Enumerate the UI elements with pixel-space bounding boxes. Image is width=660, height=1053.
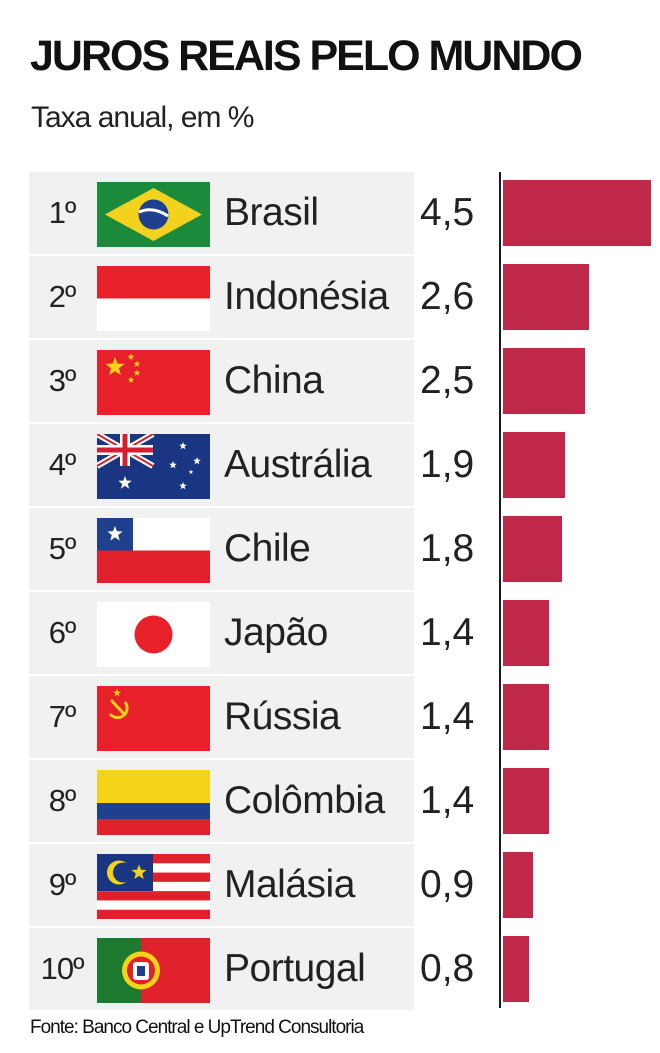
row-divider xyxy=(29,842,500,844)
data-label: 0,9 xyxy=(414,844,500,926)
row-background xyxy=(29,760,414,842)
table-row: 9º Malásia 0,9 xyxy=(29,844,651,928)
data-label: 1,4 xyxy=(414,760,500,842)
colombia-flag-icon xyxy=(97,770,210,835)
data-label: 1,4 xyxy=(414,592,500,674)
bar xyxy=(503,684,550,750)
table-row: 7º Rússia 1,4 xyxy=(29,676,651,760)
row-divider xyxy=(29,338,500,340)
rank-label: 1º xyxy=(48,195,77,230)
bar xyxy=(503,852,533,918)
row-background xyxy=(29,340,414,422)
bar xyxy=(503,516,563,582)
country-label: Indonésia xyxy=(224,275,389,318)
country-label: Malásia xyxy=(224,863,355,906)
rank-label: 9º xyxy=(48,867,77,902)
row-divider xyxy=(29,506,500,508)
table-row: 8º Colômbia 1,4 xyxy=(29,760,651,844)
indonesia-flag-icon xyxy=(97,266,210,331)
data-label: 2,5 xyxy=(414,340,500,422)
table-row: 6º Japão 1,4 xyxy=(29,592,651,676)
row-divider xyxy=(29,926,500,928)
row-background xyxy=(29,928,414,1010)
row-background xyxy=(29,844,414,926)
row-background xyxy=(29,424,414,506)
data-label: 2,6 xyxy=(414,256,500,338)
table-row: 5º Chile 1,8 xyxy=(29,508,651,592)
rank-label: 3º xyxy=(48,363,77,398)
row-background xyxy=(29,592,414,674)
data-label: 0,8 xyxy=(414,928,500,1010)
chile-flag-icon xyxy=(97,518,210,583)
table-row: 2º Indonésia 2,6 xyxy=(29,256,651,340)
bar xyxy=(503,348,586,414)
row-background xyxy=(29,256,414,338)
rank-label: 7º xyxy=(48,699,77,734)
rank-label: 4º xyxy=(48,447,77,482)
australia-flag-icon xyxy=(97,434,210,499)
rank-label: 2º xyxy=(48,279,77,314)
chart-title: JUROS REAIS PELO MUNDO xyxy=(30,32,583,80)
rank-label: 6º xyxy=(48,615,77,650)
rank-label: 10º xyxy=(40,951,85,986)
country-label: Austrália xyxy=(224,443,372,486)
portugal-flag-icon xyxy=(97,938,210,1003)
bar xyxy=(503,768,550,834)
row-divider xyxy=(29,422,500,424)
bar xyxy=(503,264,589,330)
china-flag-icon xyxy=(97,350,210,415)
bar-baseline xyxy=(499,172,501,1008)
country-label: China xyxy=(224,359,324,402)
table-row: 3º China 2,5 xyxy=(29,340,651,424)
rank-label: 8º xyxy=(48,783,77,818)
bar xyxy=(503,432,566,498)
chart-subtitle: Taxa anual, em % xyxy=(31,101,254,134)
bar xyxy=(503,600,550,666)
malaysia-flag-icon xyxy=(97,854,210,919)
row-divider xyxy=(29,1010,500,1012)
country-label: Rússia xyxy=(224,695,341,738)
table-row: 1º Brasil 4,5 xyxy=(29,172,651,256)
row-background xyxy=(29,676,414,758)
row-background xyxy=(29,508,414,590)
row-background xyxy=(29,172,414,254)
ranking-table: 1º Brasil 4,5 2º Indonésia 2,6 3º China 2,5 4º Aus… xyxy=(29,172,651,1012)
japan-flag-icon xyxy=(97,602,210,667)
country-label: Brasil xyxy=(224,191,319,234)
data-label: 1,9 xyxy=(414,424,500,506)
table-row: 10º Portugal 0,8 xyxy=(29,928,651,1012)
bar xyxy=(503,936,530,1002)
brazil-flag-icon xyxy=(97,182,210,247)
table-row: 4º Austrália 1,9 xyxy=(29,424,651,508)
rank-label: 5º xyxy=(48,531,77,566)
data-label: 4,5 xyxy=(414,172,500,254)
source-note: Fonte: Banco Central e UpTrend Consultor… xyxy=(30,1017,364,1038)
row-divider xyxy=(29,254,500,256)
country-label: Colômbia xyxy=(224,779,385,822)
row-divider xyxy=(29,674,500,676)
country-label: Japão xyxy=(224,611,328,654)
row-divider xyxy=(29,758,500,760)
data-label: 1,4 xyxy=(414,676,500,758)
row-divider xyxy=(29,590,500,592)
country-label: Portugal xyxy=(224,947,366,990)
data-label: 1,8 xyxy=(414,508,500,590)
bar xyxy=(503,180,651,246)
country-label: Chile xyxy=(224,527,311,570)
ussr-flag-icon xyxy=(97,686,210,751)
